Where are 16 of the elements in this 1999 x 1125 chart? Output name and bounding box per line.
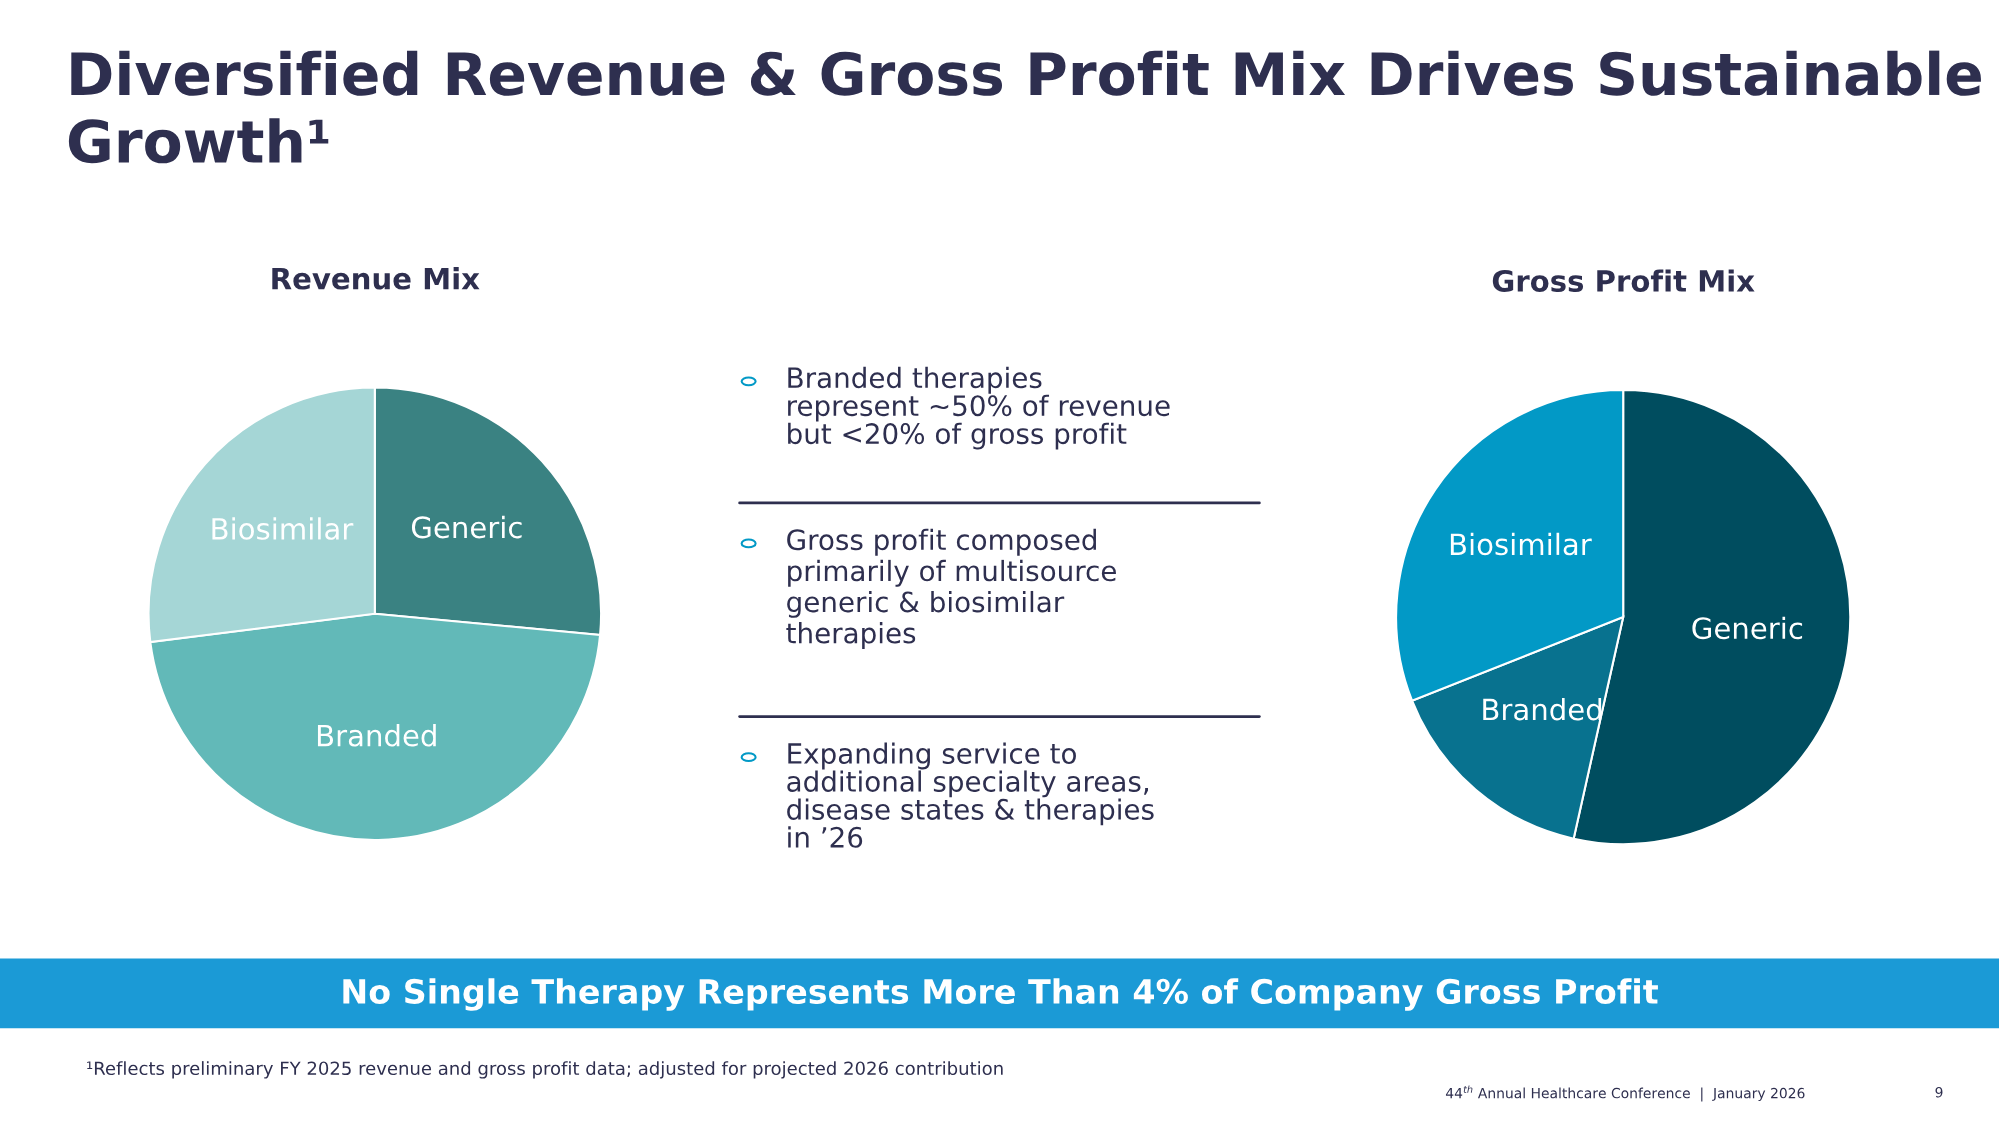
text: ¹Reflects preliminary FY 2025 revenue and gross profit data; adjusted for projected 2026 contribution bbox=[87, 1061, 1003, 1079]
slice-label: Generic bbox=[411, 515, 522, 539]
slice-label: Generic bbox=[1692, 616, 1803, 640]
text: Gross profit composed primarily of multisource generic & biosimilar therapies bbox=[786, 528, 1116, 649]
slice-label: Branded bbox=[317, 724, 436, 747]
text: Expanding service to additional specialty areas, disease states & therapies in ’26 bbox=[787, 742, 1154, 848]
slice-label: Branded bbox=[1483, 697, 1602, 721]
chart-title: Revenue Mix bbox=[272, 267, 480, 290]
chart-title: Gross Profit Mix bbox=[1492, 269, 1755, 292]
slice-label: Biosimilar bbox=[1450, 532, 1592, 556]
text: 44$^{th}$ Annual Healthcare Conference | January 2026 bbox=[1445, 1085, 1805, 1102]
text: Diversified Revenue & Gross Profit Mix Drives Sustainable Growth¹ bbox=[68, 50, 1981, 164]
text: 9 bbox=[1935, 1087, 1943, 1098]
slice-label: Biosimilar bbox=[212, 517, 354, 540]
text: Branded therapies represent ~50% of revenue but <20% of gross profit bbox=[788, 366, 1170, 450]
text: No Single Therapy Represents More Than 4% of Company Gross Profit bbox=[343, 978, 1658, 1011]
